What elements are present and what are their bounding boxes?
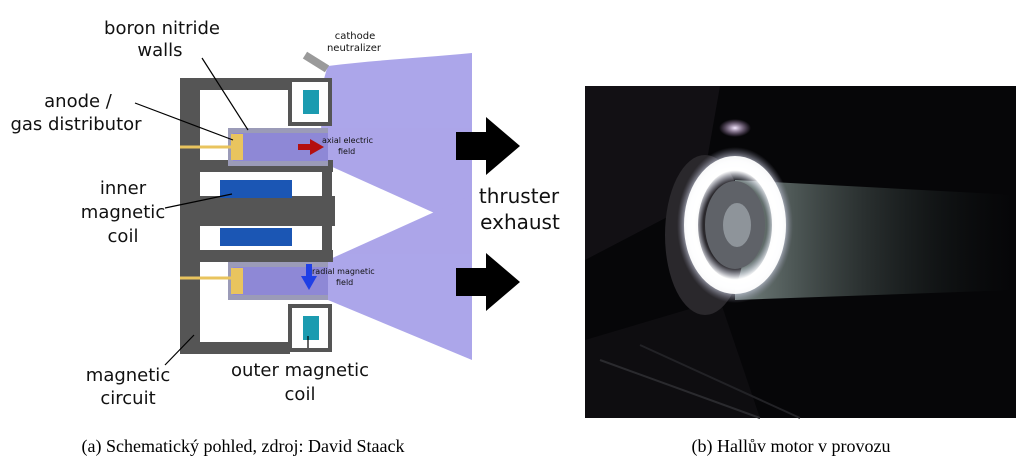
magnetic-circuit-label-1: magnetic [86, 365, 170, 386]
magnetic-circuit-label-2: circuit [100, 388, 155, 409]
cathode-label-2: neutralizer [327, 43, 382, 54]
caption-a: (a) Schematický pohled, zdroj: David Sta… [82, 436, 405, 456]
boron-nitride-label-2: walls [137, 40, 182, 61]
anode-label-1: anode / [44, 91, 113, 112]
upper-channel [180, 128, 328, 166]
axial-field-label-2: field [338, 147, 355, 156]
thruster-exhaust-label-1: thruster [479, 184, 560, 208]
hall-thruster-schematic: boron nitride walls cathode neutralizer … [10, 18, 560, 456]
upper-plume [320, 53, 472, 230]
background-haze [585, 86, 720, 260]
lower-plume [328, 195, 472, 360]
exhaust-arrow-top [456, 117, 520, 175]
exhaust-beam [735, 180, 1016, 300]
outer-coil-bottom [288, 304, 332, 352]
leader-lines [134, 57, 309, 366]
axial-field-label-1: axial electric [322, 136, 373, 145]
thruster-exhaust-label-2: exhaust [480, 210, 560, 234]
radial-magnetic-field-arrow [301, 264, 317, 290]
radial-field-label-1: radial magnetic [312, 267, 375, 276]
inner-coil-top [220, 180, 292, 198]
inner-coil-label-3: coil [108, 226, 139, 247]
thruster-photo: (b) Hallův motor v provozu [585, 86, 1016, 456]
outer-coil-label-2: coil [285, 384, 316, 405]
anode-label-2: gas distributor [10, 114, 142, 135]
boron-nitride-label-1: boron nitride [104, 18, 220, 39]
outer-coil-top [288, 78, 332, 126]
exhaust-arrow-bottom [456, 253, 520, 311]
cathode-label-1: cathode [335, 31, 376, 42]
inner-coil-label-1: inner [100, 178, 147, 199]
cathode-neutralizer [302, 51, 330, 73]
caption-b: (b) Hallův motor v provozu [692, 436, 891, 456]
inner-coil-label-2: magnetic [81, 202, 165, 223]
plasma-plume [320, 53, 472, 360]
cathode-glow [719, 119, 751, 137]
inner-coil-bottom [220, 228, 292, 246]
radial-field-label-2: field [336, 278, 353, 287]
axial-electric-field-arrow [298, 139, 324, 155]
outer-coil-label-1: outer magnetic [231, 360, 369, 381]
